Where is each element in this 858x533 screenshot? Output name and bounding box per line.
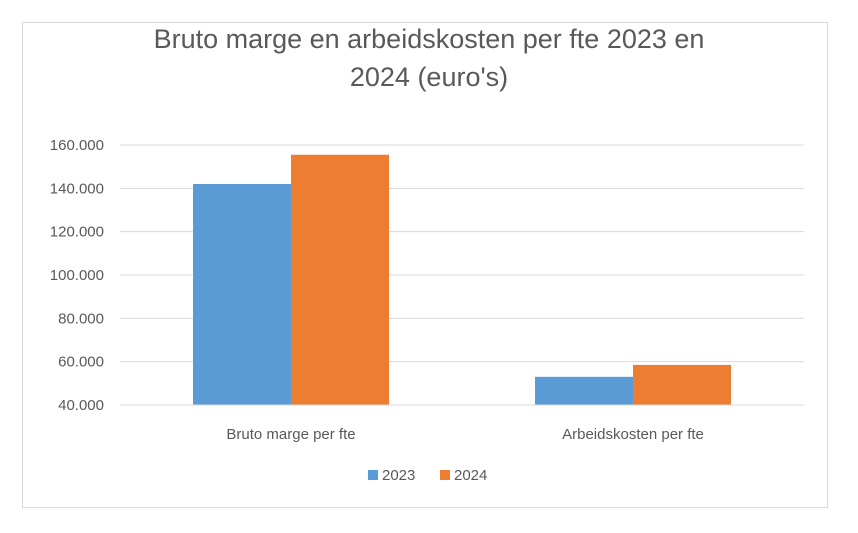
bars xyxy=(193,154,731,405)
category-labels: Bruto marge per fte Arbeidskosten per fte xyxy=(226,426,703,443)
y-tick-label: 160.000 xyxy=(50,137,104,154)
legend-swatch-2023 xyxy=(368,470,378,480)
y-tick-label: 60.000 xyxy=(58,354,104,371)
y-tick-label: 120.000 xyxy=(50,224,104,241)
y-tick-label: 80.000 xyxy=(58,310,104,327)
chart-title: Bruto marge en arbeidskosten per fte 202… xyxy=(0,20,858,96)
category-label: Arbeidskosten per fte xyxy=(562,426,704,443)
legend-label: 2024 xyxy=(454,467,487,484)
legend-label: 2023 xyxy=(382,467,415,484)
bar-2024-1 xyxy=(633,364,731,405)
category-label: Bruto marge per fte xyxy=(226,426,355,443)
bar-2023-0 xyxy=(193,184,291,405)
legend-swatch-2024 xyxy=(440,470,450,480)
legend: 2023 2024 xyxy=(368,467,487,484)
bar-2024-0 xyxy=(291,154,389,405)
bar-2023-1 xyxy=(535,376,633,405)
y-tick-label: 140.000 xyxy=(50,180,104,197)
y-axis-tick-labels: 40.000 60.000 80.000 100.000 120.000 140.000 1… xyxy=(50,137,104,414)
chart-title-line-2: 2024 (euro's) xyxy=(349,62,509,92)
chart-title-line-1: Bruto marge en arbeidskosten per fte 202… xyxy=(153,24,705,54)
y-tick-label: 100.000 xyxy=(50,267,104,284)
y-tick-label: 40.000 xyxy=(58,397,104,414)
chart-frame xyxy=(22,22,828,508)
